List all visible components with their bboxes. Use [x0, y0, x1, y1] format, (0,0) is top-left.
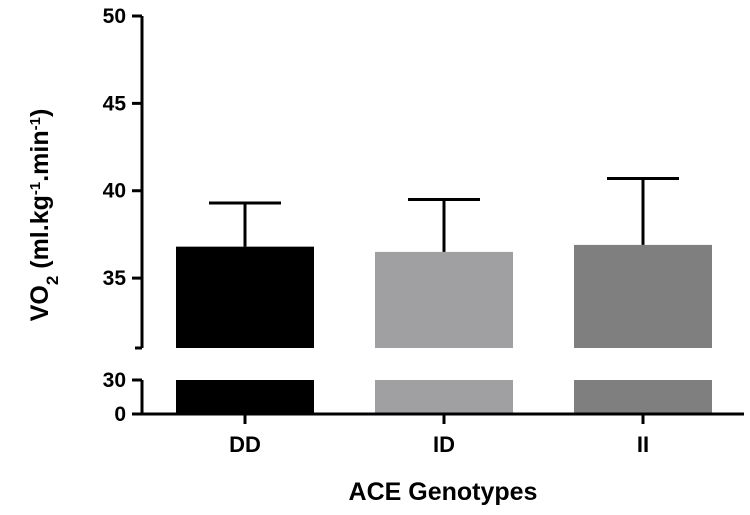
bar-dd-lower — [176, 380, 314, 414]
x-category-label-id: ID — [433, 432, 455, 457]
y-axis-title-unit-open: (ml.kg — [26, 195, 54, 276]
y-tick-label-30: 30 — [103, 369, 126, 392]
y-axis-title-unit-mid: .min — [26, 130, 54, 181]
error-bars — [209, 177, 679, 252]
y-axis-title-unit-close: ) — [26, 109, 54, 117]
y-axis-title-superscript-2: -1 — [27, 117, 44, 130]
x-axis — [142, 412, 744, 424]
y-axis-title: VO2 (ml.kg-1.min-1) — [26, 109, 62, 322]
bar-id-lower — [375, 380, 513, 414]
y-axis-title-superscript-1: -1 — [27, 182, 44, 195]
y-tick-label-0: 0 — [114, 403, 126, 426]
y-axis — [132, 14, 144, 416]
x-category-labels: DD ID II — [229, 432, 649, 457]
y-tick-labels: 35 40 45 50 0 30 — [103, 5, 127, 426]
bar-id-upper — [375, 251, 513, 348]
x-category-label-ii: II — [637, 432, 649, 457]
y-tick-label-35: 35 — [103, 267, 127, 290]
y-axis-title-subscript: 2 — [43, 276, 62, 285]
y-tick-label-40: 40 — [103, 180, 126, 203]
y-tick-label-50: 50 — [103, 5, 126, 28]
x-axis-title: ACE Genotypes — [349, 478, 538, 506]
bars — [176, 244, 712, 414]
y-axis-title-main: VO — [26, 285, 54, 321]
y-tick-label-45: 45 — [103, 92, 127, 115]
bar-dd-upper — [176, 246, 314, 348]
bar-ii-upper — [574, 244, 712, 348]
bar-ii-lower — [574, 380, 712, 414]
x-category-label-dd: DD — [229, 432, 261, 457]
